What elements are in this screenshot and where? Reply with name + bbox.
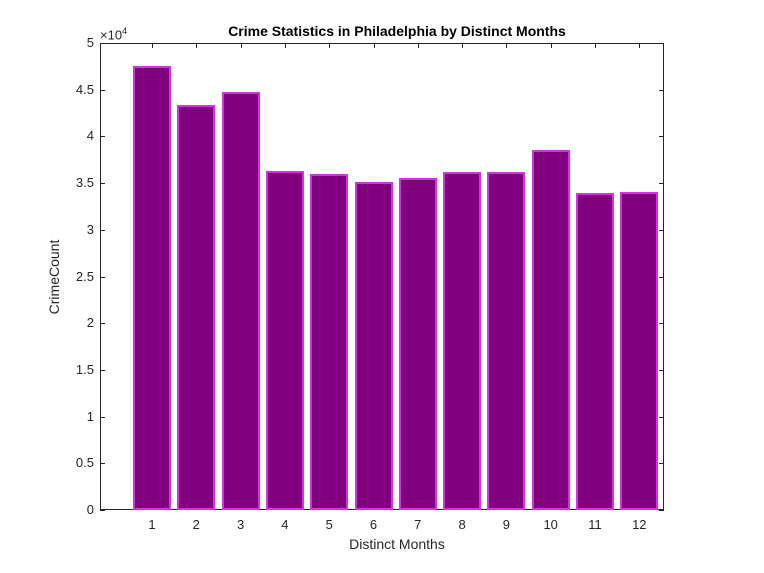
bar-month-3 [221,91,260,510]
y-tick-label: 3.5 [75,175,94,191]
bar-month-2 [177,104,216,510]
y-tick-mark [100,369,105,371]
y-tick-mark [100,323,105,325]
x-tick-mark [639,43,641,48]
bar-month-6 [354,182,393,510]
x-tick-mark [284,43,286,48]
bar-month-9 [487,171,526,510]
y-tick-mark [659,369,664,371]
x-axis-label: Distinct Months [349,536,445,552]
y-tick-mark [100,229,105,231]
x-tick-mark [462,43,464,48]
x-tick-label: 1 [148,517,156,532]
x-tick-mark [550,43,552,48]
x-tick-mark [506,43,508,48]
x-tick-label: 6 [369,517,378,532]
y-exponent: ×104 [100,26,128,43]
x-tick-label: 10 [543,517,558,532]
y-tick-mark [659,510,664,511]
bar-month-10 [531,150,570,510]
bar-month-1 [133,66,171,510]
y-tick-mark [100,43,105,44]
y-tick-mark [659,183,664,185]
y-tick-label: 0.5 [75,455,94,471]
y-tick-mark [100,416,105,418]
x-tick-label: 9 [502,517,510,532]
x-tick-mark [595,43,596,48]
x-tick-label: 2 [192,517,200,532]
bar-month-5 [310,173,349,510]
y-tick-label: 2.5 [75,268,94,284]
y-tick-label: 5 [86,35,94,50]
x-tick-label: 7 [414,517,422,532]
x-tick-mark [196,43,198,48]
bar-month-8 [443,171,482,510]
y-tick-label: 1 [86,408,94,424]
x-tick-mark [240,43,242,48]
y-tick-mark [659,323,664,325]
y-tick-label: 4 [86,128,94,144]
y-tick-mark [100,89,105,91]
y-tick-mark [659,416,664,418]
y-tick-label: 3 [86,221,94,237]
x-tick-label: 3 [236,517,245,532]
y-tick-mark [659,89,664,91]
x-tick-mark [152,43,153,48]
chart-title: Crime Statistics in Philadelphia by Dist… [228,23,566,39]
y-tick-mark [100,510,105,511]
y-tick-label: 2 [86,315,94,331]
y-tick-mark [100,136,105,138]
y-tick-mark [100,183,105,185]
x-tick-mark [329,43,331,48]
y-tick-mark [100,276,105,278]
y-tick-mark [659,463,664,465]
bar-month-7 [398,178,437,510]
bar-month-11 [576,193,614,510]
y-tick-label: 0 [86,502,94,517]
y-tick-mark [659,136,664,138]
y-tick-mark [659,229,664,231]
y-tick-mark [659,43,664,44]
x-tick-label: 11 [588,517,602,532]
y-tick-mark [659,276,664,278]
y-axis-label: CrimeCount [46,239,62,315]
bar-month-4 [265,170,304,510]
y-tick-mark [100,463,105,465]
x-tick-label: 4 [281,517,289,532]
x-tick-label: 12 [632,517,647,532]
x-tick-label: 8 [458,517,466,532]
y-tick-label: 4.5 [75,81,94,97]
y-tick-label: 1.5 [75,361,94,377]
x-tick-mark [373,43,375,48]
x-tick-mark [417,43,419,48]
bar-month-12 [620,192,659,510]
x-tick-label: 5 [325,517,333,532]
